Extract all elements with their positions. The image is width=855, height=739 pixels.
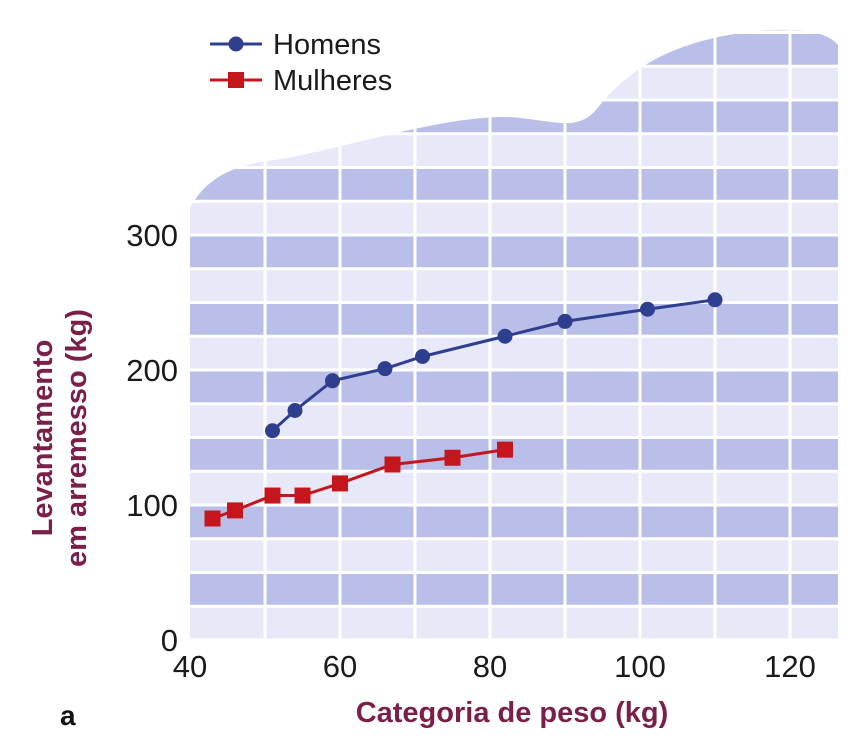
plot-band xyxy=(190,538,838,573)
plot-band xyxy=(190,235,838,269)
legend-label: Mulheres xyxy=(273,65,392,97)
data-point xyxy=(707,292,723,308)
panel-label: a xyxy=(60,700,76,731)
data-point xyxy=(264,487,281,504)
data-point xyxy=(497,328,513,344)
y-axis-label-line2: em arremesso (kg) xyxy=(61,309,93,567)
series-mulheres xyxy=(204,441,513,527)
x-tick-label: 40 xyxy=(173,649,207,684)
data-point xyxy=(497,441,513,458)
data-point xyxy=(325,373,340,389)
data-point xyxy=(377,361,393,377)
data-point xyxy=(294,487,311,504)
plot-band xyxy=(190,268,838,303)
plot-band xyxy=(190,606,838,640)
data-point xyxy=(265,423,280,439)
y-tick-label: 200 xyxy=(126,353,178,388)
plot-band xyxy=(190,572,838,607)
plot-band xyxy=(190,29,838,33)
y-axis-label-line1: Levantamento xyxy=(27,340,59,537)
x-tick-label: 60 xyxy=(323,649,357,684)
legend-label: Homens xyxy=(273,29,381,61)
legend-item: Homens xyxy=(210,29,381,61)
series-homens xyxy=(265,292,723,439)
data-point xyxy=(204,510,221,527)
plot-band xyxy=(190,302,838,337)
plot-band xyxy=(190,133,838,168)
x-tick-label: 80 xyxy=(473,649,507,684)
plot-band xyxy=(190,403,838,438)
plot-band xyxy=(190,505,838,539)
legend: Homens Mulheres xyxy=(210,29,392,97)
data-point xyxy=(384,456,401,473)
plot-band xyxy=(190,100,838,134)
y-tick-label: 300 xyxy=(126,218,178,253)
plot-band xyxy=(190,336,838,370)
plot-band xyxy=(190,471,838,505)
data-point xyxy=(557,313,573,329)
y-tick-label: 100 xyxy=(126,488,178,523)
x-tick-label: 100 xyxy=(614,649,666,684)
plot-band xyxy=(190,201,838,235)
x-tick-label: 120 xyxy=(764,649,816,684)
plot-band xyxy=(190,370,838,404)
data-point xyxy=(227,502,243,519)
data-point xyxy=(640,301,655,317)
x-axis-label: Categoria de peso (kg) xyxy=(356,697,669,729)
y-tick-label: 0 xyxy=(161,623,178,658)
plot-band xyxy=(190,167,838,202)
legend-item: Mulheres xyxy=(210,65,392,97)
legend-marker xyxy=(228,36,244,52)
ticks: 0 100 200 300 40 60 80 100 120 xyxy=(126,218,816,684)
y-axis-label: Levantamento em arremesso (kg) xyxy=(27,309,93,567)
data-point xyxy=(415,349,430,364)
plot-band xyxy=(190,437,838,472)
data-point xyxy=(444,449,461,466)
data-point xyxy=(332,475,348,492)
legend-marker xyxy=(228,72,244,88)
series-layer xyxy=(204,292,723,527)
data-point xyxy=(287,403,303,418)
